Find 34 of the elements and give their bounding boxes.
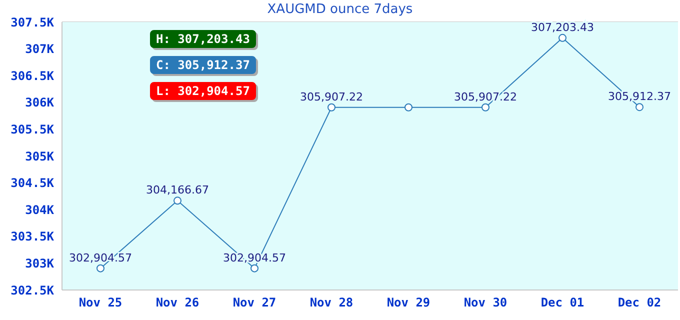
x-tick-label: Nov 25 (78, 296, 122, 310)
y-tick-label: 305.5K (10, 122, 55, 136)
y-tick-label: 303.5K (10, 230, 55, 244)
point (404, 103, 412, 112)
data-label: 307,203.43 (531, 20, 594, 34)
y-tick-label: 304K (25, 202, 55, 217)
x-tick-label: Dec 01 (540, 296, 584, 310)
y-tick-label: 306K (25, 96, 55, 110)
y-tick-label: 305K (25, 149, 55, 164)
data-label: 304,166.67 (146, 184, 209, 197)
y-tick-label: 302.5K (10, 283, 55, 298)
x-tick-label: Dec 02 (618, 296, 662, 310)
x-tick-label: Nov 28 (310, 296, 354, 310)
point (174, 196, 182, 205)
point (482, 103, 490, 112)
x-tick-label: Nov 30 (464, 296, 508, 310)
y-tick-label: 304.5K (10, 176, 55, 190)
chart-title: XAUGMD ounce 7days (266, 2, 414, 17)
x-tick-label: Nov 26 (156, 296, 200, 310)
point (328, 103, 336, 112)
y-tick-label: 307.5K (10, 15, 55, 30)
annotation: C: 305,912.37 (150, 56, 256, 74)
y-tick-label: 303K (25, 256, 55, 270)
point (558, 34, 566, 42)
x-tick-label: Nov 27 (232, 296, 276, 310)
annotation: H: 307,203.43 (150, 30, 256, 48)
point (250, 264, 258, 272)
y-tick-label: 306.5K (10, 68, 55, 83)
y-tick-label: 307K (25, 42, 55, 56)
point (636, 103, 644, 112)
data-label: 305,907.22 (300, 90, 363, 104)
annotation: L: 302,904.57 (150, 82, 256, 100)
x-tick-label: Nov 29 (386, 296, 430, 310)
point (96, 264, 104, 272)
